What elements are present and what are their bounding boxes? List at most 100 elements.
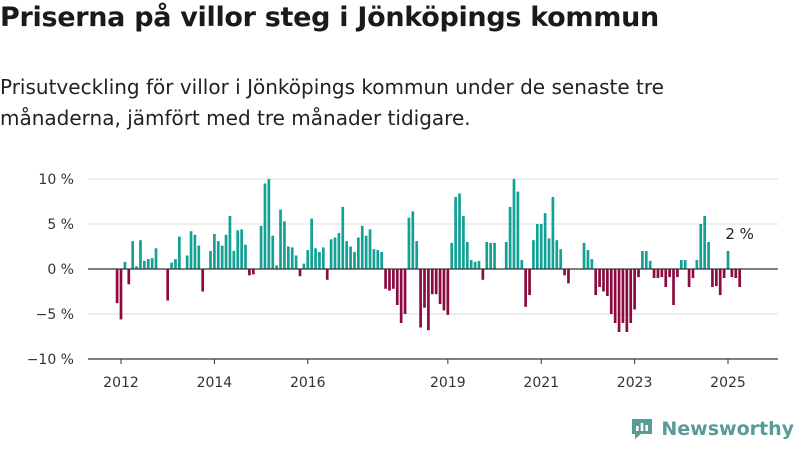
bar [368, 229, 372, 269]
bar [357, 237, 360, 269]
bar [127, 269, 131, 285]
chart-subtitle: Prisutveckling för villor i Jönköpings k… [0, 75, 664, 130]
bar [543, 213, 547, 269]
bar [427, 269, 430, 331]
bar [520, 260, 524, 269]
bar [251, 269, 255, 275]
bar [524, 269, 528, 307]
bar [711, 269, 714, 287]
bar [559, 249, 563, 269]
bar [567, 269, 570, 284]
bar [415, 241, 419, 269]
bar [395, 269, 399, 305]
bar [146, 259, 150, 269]
bars [115, 179, 742, 332]
bar [442, 269, 446, 311]
bar [170, 262, 173, 269]
bar [652, 269, 656, 278]
bar [734, 269, 738, 278]
bar [602, 269, 605, 292]
bar [123, 261, 127, 269]
bar [648, 260, 652, 269]
bar [279, 209, 282, 269]
bar [150, 258, 154, 269]
bar [489, 242, 492, 269]
chart-title: Priserna på villor steg i Jönköpings kom… [0, 2, 659, 33]
x-tick-label: 2016 [290, 375, 326, 391]
bar [613, 269, 617, 323]
bar [555, 240, 559, 269]
bar [656, 269, 660, 278]
bar [380, 251, 384, 269]
bar [201, 269, 205, 292]
bar [699, 224, 703, 269]
brand-name: Newsworthy [661, 418, 794, 440]
bar [660, 269, 664, 278]
y-tick-label: −10 % [27, 352, 74, 368]
y-tick-label: −5 % [36, 307, 74, 323]
bar [691, 269, 695, 278]
bar [216, 241, 220, 269]
bar [353, 251, 356, 269]
bar [115, 269, 119, 304]
bar [563, 269, 566, 276]
bar [454, 197, 457, 269]
bar [438, 269, 442, 305]
x-axis-tick-labels: 2012 2014 2016 2019 2021 2023 2025 [103, 359, 746, 391]
bar [154, 248, 158, 269]
bar [189, 231, 193, 269]
bar [609, 269, 613, 314]
y-tick-label: 5 % [47, 217, 74, 233]
bar [314, 248, 317, 269]
annotations: 2 % [725, 225, 754, 243]
bar [392, 269, 395, 289]
bar [516, 191, 520, 269]
bar [197, 245, 201, 269]
bar [535, 224, 539, 269]
bar [714, 269, 718, 287]
y-tick-label: 0 % [47, 262, 74, 278]
bar [629, 269, 633, 323]
bar [664, 269, 668, 287]
bar [248, 269, 251, 276]
bar [547, 238, 551, 269]
bar [306, 250, 310, 269]
bar [668, 269, 671, 278]
bar [477, 260, 481, 269]
bar [590, 259, 594, 269]
x-tick-label: 2014 [197, 375, 233, 391]
bar [345, 241, 349, 269]
bar [337, 233, 341, 269]
bar [703, 215, 706, 269]
y-tick-label: 10 % [38, 172, 74, 188]
bar [178, 236, 181, 269]
bar [598, 269, 601, 287]
bar [606, 269, 609, 296]
bar [131, 241, 135, 269]
bar [726, 251, 730, 269]
bar [143, 260, 146, 269]
x-tick-label: 2023 [617, 375, 653, 391]
bar [411, 211, 415, 269]
bar [263, 183, 267, 269]
bar [329, 239, 333, 269]
bar [508, 206, 512, 269]
bar [633, 269, 636, 310]
bar [469, 260, 473, 269]
bar [325, 269, 329, 280]
bar [485, 242, 489, 269]
bar [532, 240, 535, 269]
bar [384, 269, 387, 289]
x-tick-label: 2019 [430, 375, 466, 391]
bar [594, 269, 598, 296]
bar [481, 269, 485, 280]
bar [341, 206, 345, 269]
bar [185, 255, 189, 269]
bar [360, 225, 364, 269]
latest-value-annotation: 2 % [725, 225, 754, 243]
bar [139, 240, 142, 269]
bar [372, 249, 376, 269]
bar [679, 260, 683, 269]
bar [275, 265, 278, 269]
